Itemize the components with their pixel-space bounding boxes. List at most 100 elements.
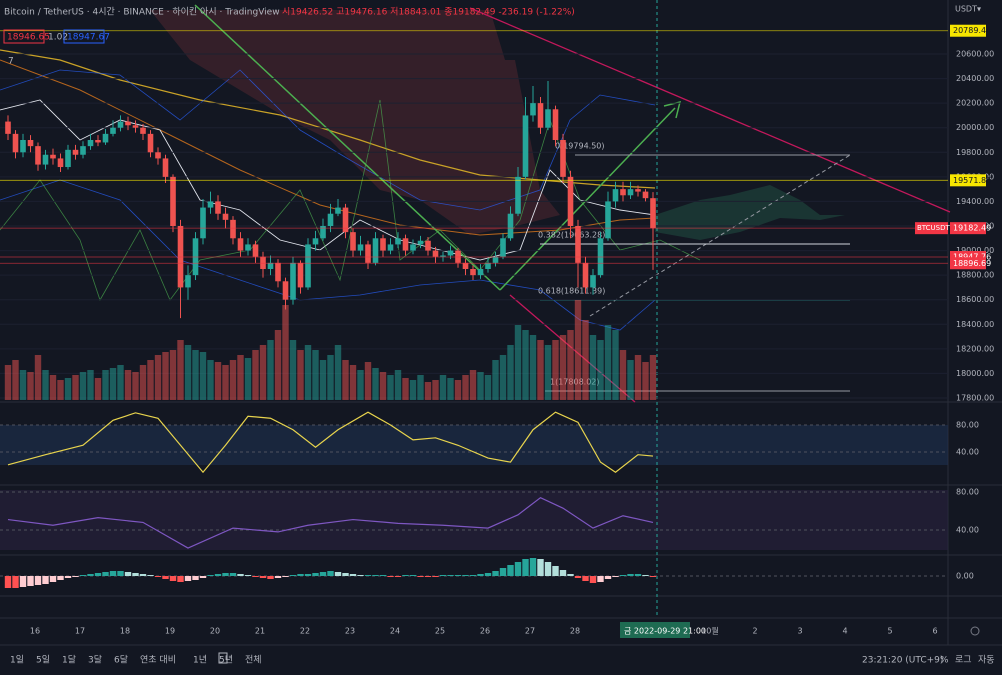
- time-tick-label: 26: [480, 627, 490, 636]
- range-button[interactable]: 5년: [219, 655, 233, 666]
- time-tick-label: 19: [165, 627, 175, 636]
- price-tag: [950, 174, 986, 187]
- macd-bar: [124, 572, 132, 576]
- macd-bar: [522, 559, 529, 576]
- clock: 23:21:20 (UTC+9): [862, 656, 943, 666]
- candle-body: [335, 207, 341, 214]
- candle-body: [12, 133, 19, 153]
- volume-bar: [79, 372, 87, 400]
- macd-bar: [507, 565, 514, 576]
- range-button[interactable]: 1달: [62, 654, 76, 666]
- time-tick-label: 21: [255, 627, 265, 636]
- macd-bar: [642, 575, 649, 576]
- ask-price[interactable]: 18947.67: [67, 33, 110, 43]
- indicator-toggle[interactable]: 7: [8, 57, 14, 67]
- candle-body: [372, 238, 379, 263]
- range-button[interactable]: 3달: [88, 654, 102, 666]
- volume-bar: [402, 378, 409, 400]
- macd-bar: [649, 576, 657, 577]
- buy-box[interactable]: [63, 29, 105, 44]
- volume-bar: [627, 360, 634, 400]
- volume-bar: [237, 355, 244, 400]
- volume-bar: [222, 365, 229, 400]
- candle-body: [42, 154, 49, 165]
- candle-body: [110, 127, 116, 134]
- candle-body: [605, 201, 611, 239]
- candle-body: [222, 213, 229, 220]
- volume-bar: [229, 360, 237, 400]
- time-cursor-tag: [620, 622, 690, 638]
- range-button[interactable]: 전체: [245, 655, 262, 666]
- range-button[interactable]: 연초 대비: [140, 655, 176, 666]
- trend-arrow: [499, 107, 676, 291]
- candle-body: [95, 140, 101, 143]
- osc-tick-label: 80.00: [956, 488, 979, 497]
- candle-body: [65, 149, 71, 168]
- price-tick-label: 18400.00: [956, 320, 994, 329]
- volume-bar: [87, 370, 94, 400]
- volume-bar: [424, 382, 432, 400]
- volume-bar: [109, 368, 117, 400]
- volume-bar: [574, 300, 582, 400]
- volume-bar: [132, 372, 139, 400]
- macd-bar: [109, 571, 117, 576]
- currency-label[interactable]: USDT▾: [955, 5, 981, 14]
- volume-bar: [582, 320, 589, 400]
- range-button[interactable]: 6달: [114, 654, 128, 666]
- candle-body: [87, 140, 94, 147]
- time-tick-label: 24: [390, 627, 400, 636]
- candle-body: [500, 238, 506, 257]
- price-tick-label: 19800.00: [956, 148, 994, 157]
- volume-bar: [327, 355, 334, 400]
- price-tick-label: 18800.00: [956, 271, 994, 280]
- candle-body: [552, 109, 559, 140]
- symbol-title: Bitcoin / TetherUS · 4시간 · BINANCE · 하이킨…: [4, 7, 280, 18]
- volume-bar: [94, 378, 102, 400]
- price-tag-label: 19571.86: [953, 176, 991, 185]
- time-tick-label: 5: [887, 627, 892, 636]
- range-button[interactable]: 5일: [36, 655, 50, 666]
- macd-bar: [72, 576, 79, 577]
- macd-bar: [214, 574, 222, 576]
- stoch-band: [0, 425, 948, 465]
- candle-body: [237, 238, 244, 251]
- volume-bar: [177, 340, 184, 400]
- time-tick-label: 28: [570, 627, 580, 636]
- candle-body: [252, 244, 259, 257]
- auto-toggle[interactable]: 자동: [978, 655, 995, 666]
- lagging-span: [0, 99, 701, 301]
- macd-bar: [274, 576, 282, 578]
- range-button[interactable]: 1일: [10, 655, 24, 666]
- volume-bar: [154, 355, 162, 400]
- sell-box[interactable]: [3, 29, 45, 44]
- macd-bar: [559, 570, 567, 576]
- candle-body: [485, 262, 491, 269]
- candle-body: [402, 238, 409, 251]
- candle-body: [132, 125, 139, 128]
- price-tick-label: 17800.00: [956, 394, 994, 403]
- ohlc-readout: 시19426.52 고19476.16 저18843.01 종19182.49 …: [282, 7, 575, 18]
- candle-body: [200, 207, 206, 239]
- macd-bar: [349, 574, 357, 576]
- macd-bar: [454, 575, 462, 576]
- volume-bar: [387, 375, 394, 400]
- volume-bar: [244, 358, 252, 400]
- settings-icon[interactable]: [970, 626, 980, 636]
- marks: [0, 30, 948, 588]
- log-toggle[interactable]: 로그: [955, 656, 972, 666]
- date-range-icon[interactable]: [218, 652, 228, 664]
- range-button[interactable]: 1년: [193, 655, 207, 666]
- bid-price[interactable]: 18946.65: [7, 33, 50, 43]
- percent-toggle[interactable]: %: [940, 656, 949, 666]
- fib-label: 1(17808.02): [550, 378, 600, 387]
- candle-body: [462, 262, 469, 269]
- volume-bar: [102, 370, 109, 400]
- volume-bar: [552, 340, 559, 400]
- macd-bar: [567, 574, 574, 576]
- macd-bar: [229, 573, 237, 576]
- volume-bar: [259, 345, 267, 400]
- candle-body: [5, 121, 11, 134]
- volume-bar: [162, 352, 169, 400]
